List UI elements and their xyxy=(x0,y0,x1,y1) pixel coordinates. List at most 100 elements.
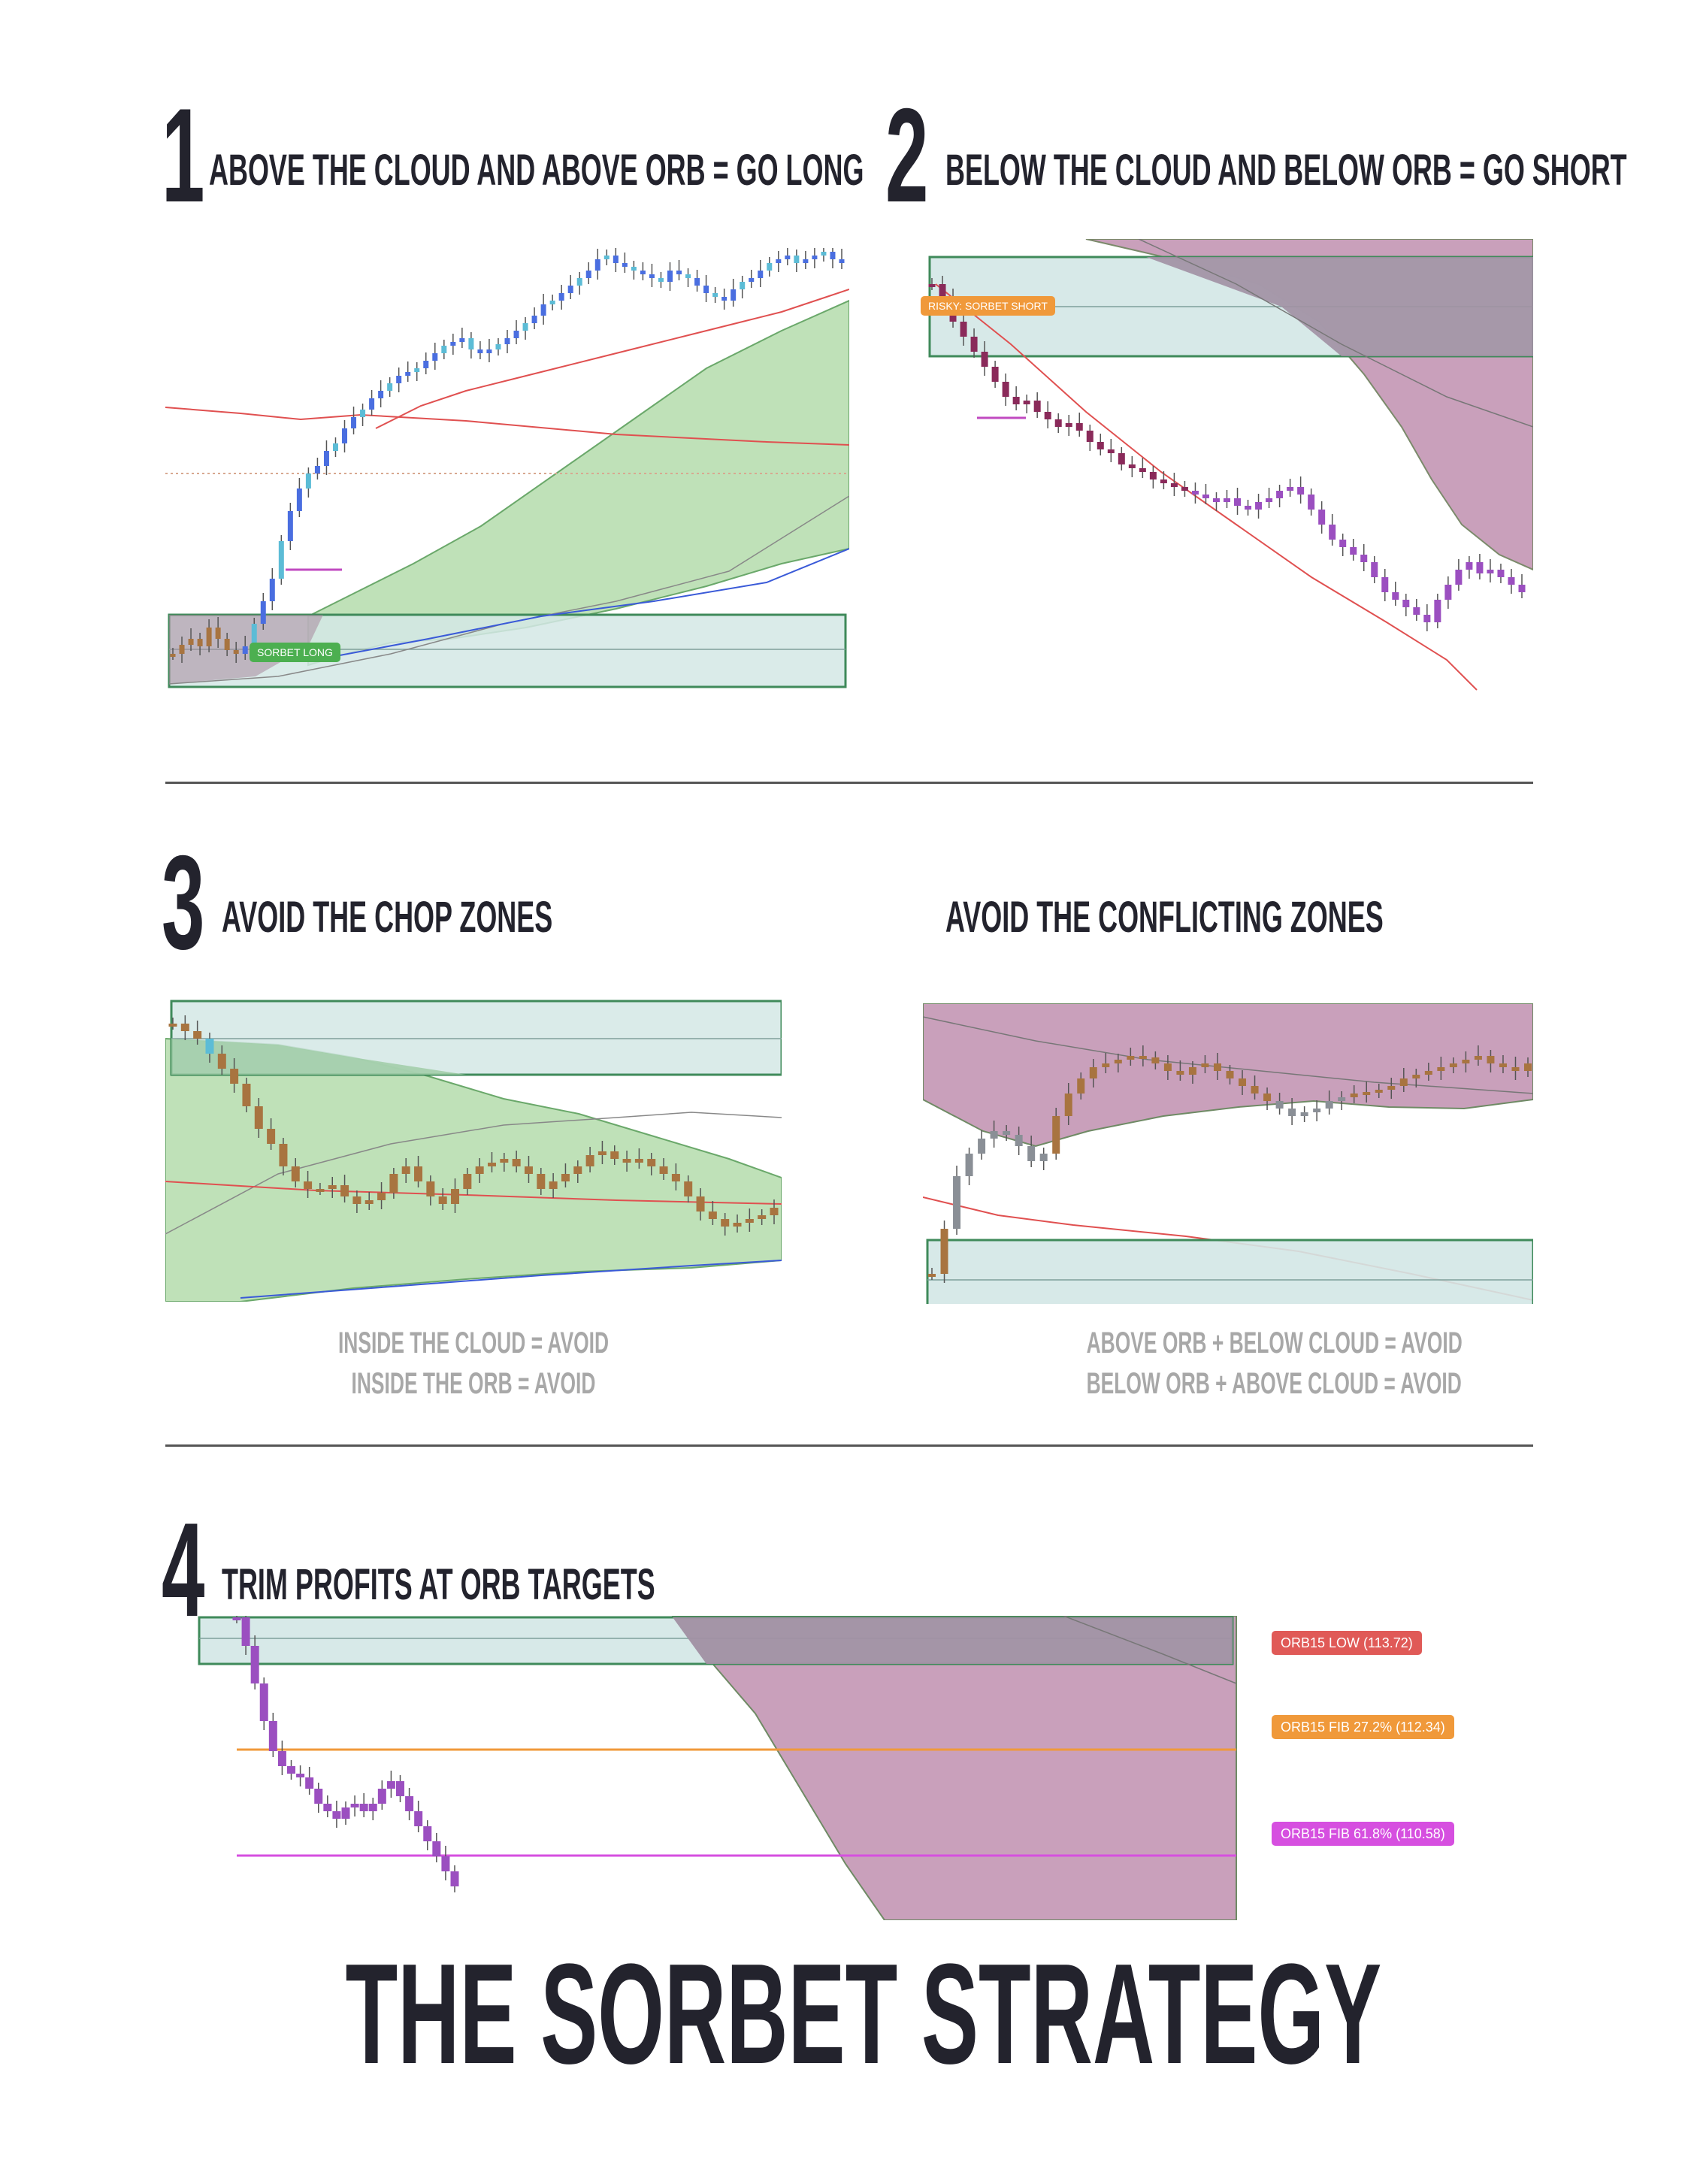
candle-body xyxy=(622,1159,631,1163)
conflict-note-1: ABOVE ORB + BELOW CLOUD = AVOID xyxy=(1086,1326,1463,1360)
candle-body xyxy=(928,284,936,287)
candle-body xyxy=(721,1219,730,1227)
candle-body xyxy=(352,1196,361,1204)
candle-body xyxy=(965,1154,973,1176)
candle-body xyxy=(1176,1071,1184,1075)
candle-body xyxy=(450,342,456,346)
candle-body xyxy=(206,628,212,646)
candle-body xyxy=(323,1804,332,1811)
candle-body xyxy=(314,466,320,473)
candle-body xyxy=(1487,1056,1495,1063)
candle-body xyxy=(1462,1060,1470,1063)
candle-body xyxy=(251,624,257,646)
candle-body xyxy=(468,338,474,349)
candle-body xyxy=(1287,487,1294,491)
fib-27-tag: ORB15 FIB 27.2% (112.34) xyxy=(1272,1715,1454,1739)
candle-body xyxy=(1202,495,1209,498)
gray-average xyxy=(1063,1616,1237,1684)
chop-note-2: INSIDE THE ORB = AVOID xyxy=(351,1367,596,1400)
candle-body xyxy=(1300,1112,1308,1116)
candle-body xyxy=(1044,412,1051,419)
orb-box xyxy=(926,1239,1533,1304)
candle-body xyxy=(1118,453,1125,464)
candle-body xyxy=(990,1131,998,1139)
bull-cloud xyxy=(165,1037,782,1302)
candle-body xyxy=(613,256,619,263)
candle-body xyxy=(365,1200,374,1204)
candle-body xyxy=(745,1219,754,1223)
candle-body xyxy=(1412,1075,1420,1078)
candle-body xyxy=(401,1166,410,1174)
candle-body xyxy=(1476,562,1484,573)
candle-body xyxy=(378,391,384,398)
candle-body xyxy=(1251,1086,1259,1094)
candle-body xyxy=(291,1166,300,1181)
candle-body xyxy=(1086,431,1094,442)
conflict-candles xyxy=(928,1045,1532,1283)
candle-body xyxy=(188,639,194,645)
cloud-overlap xyxy=(673,1617,1233,1664)
candle-body xyxy=(1339,540,1347,547)
candle-body xyxy=(1102,1063,1110,1067)
candle-body xyxy=(242,1084,251,1106)
red-ema xyxy=(375,289,849,429)
candle-body xyxy=(1188,1067,1196,1075)
candle-body xyxy=(1107,449,1115,453)
bear-cloud xyxy=(671,1616,1237,1920)
candle-body xyxy=(487,1163,496,1166)
candle-body xyxy=(537,1174,546,1189)
step-number-3: 3 xyxy=(162,827,205,977)
candle-body xyxy=(350,1804,359,1807)
gray-average xyxy=(923,1016,1533,1094)
cloud-overlap xyxy=(171,1039,466,1075)
candle-body xyxy=(386,1781,395,1789)
candle-body xyxy=(749,278,755,282)
short-candles xyxy=(928,276,1526,631)
candle-body xyxy=(767,263,773,271)
candle-body xyxy=(567,286,573,293)
candle-body xyxy=(1266,498,1273,502)
candle-body xyxy=(1263,1094,1272,1101)
candle-body xyxy=(776,259,782,263)
candle-body xyxy=(1170,483,1178,487)
candle-body xyxy=(268,1721,277,1751)
red-long-average xyxy=(165,407,849,446)
candle-body xyxy=(1039,1154,1048,1161)
candle-body xyxy=(512,1159,521,1166)
candle-body xyxy=(960,322,967,337)
candle-body xyxy=(839,259,845,263)
candle-body xyxy=(1075,423,1083,431)
candle-body xyxy=(423,1826,432,1841)
candle-body xyxy=(314,1789,323,1804)
candle-body xyxy=(1325,1101,1333,1109)
candle-body xyxy=(573,1166,582,1174)
candle-body xyxy=(259,1683,268,1721)
candle-body xyxy=(1149,472,1157,479)
candle-body xyxy=(939,284,946,299)
candle-body xyxy=(1329,525,1336,540)
candle-body xyxy=(721,297,728,301)
candle-body xyxy=(180,1024,189,1031)
candle-body xyxy=(254,1106,263,1129)
candle-body xyxy=(332,443,338,451)
candle-body xyxy=(1297,487,1305,495)
candle-body xyxy=(405,372,411,376)
divider-2 xyxy=(165,1444,1533,1447)
candle-body xyxy=(340,1185,349,1196)
candle-body xyxy=(1455,570,1463,585)
candle-body xyxy=(1002,382,1009,397)
candle-body xyxy=(524,1166,533,1174)
candle-body xyxy=(1015,1135,1023,1146)
targets-chart-svg xyxy=(198,1616,1237,1920)
candle-body xyxy=(549,1181,558,1189)
candle-body xyxy=(696,1196,705,1211)
candle-body xyxy=(758,271,764,278)
blue-average xyxy=(240,1260,782,1299)
sorbet-short-label: RISKY: SORBET SHORT xyxy=(921,296,1055,316)
candle-body xyxy=(659,1166,668,1174)
candle-body xyxy=(1387,1086,1396,1090)
candle-body xyxy=(475,1166,484,1174)
candle-body xyxy=(341,1807,350,1819)
candle-body xyxy=(170,654,176,657)
candle-body xyxy=(316,1189,325,1192)
